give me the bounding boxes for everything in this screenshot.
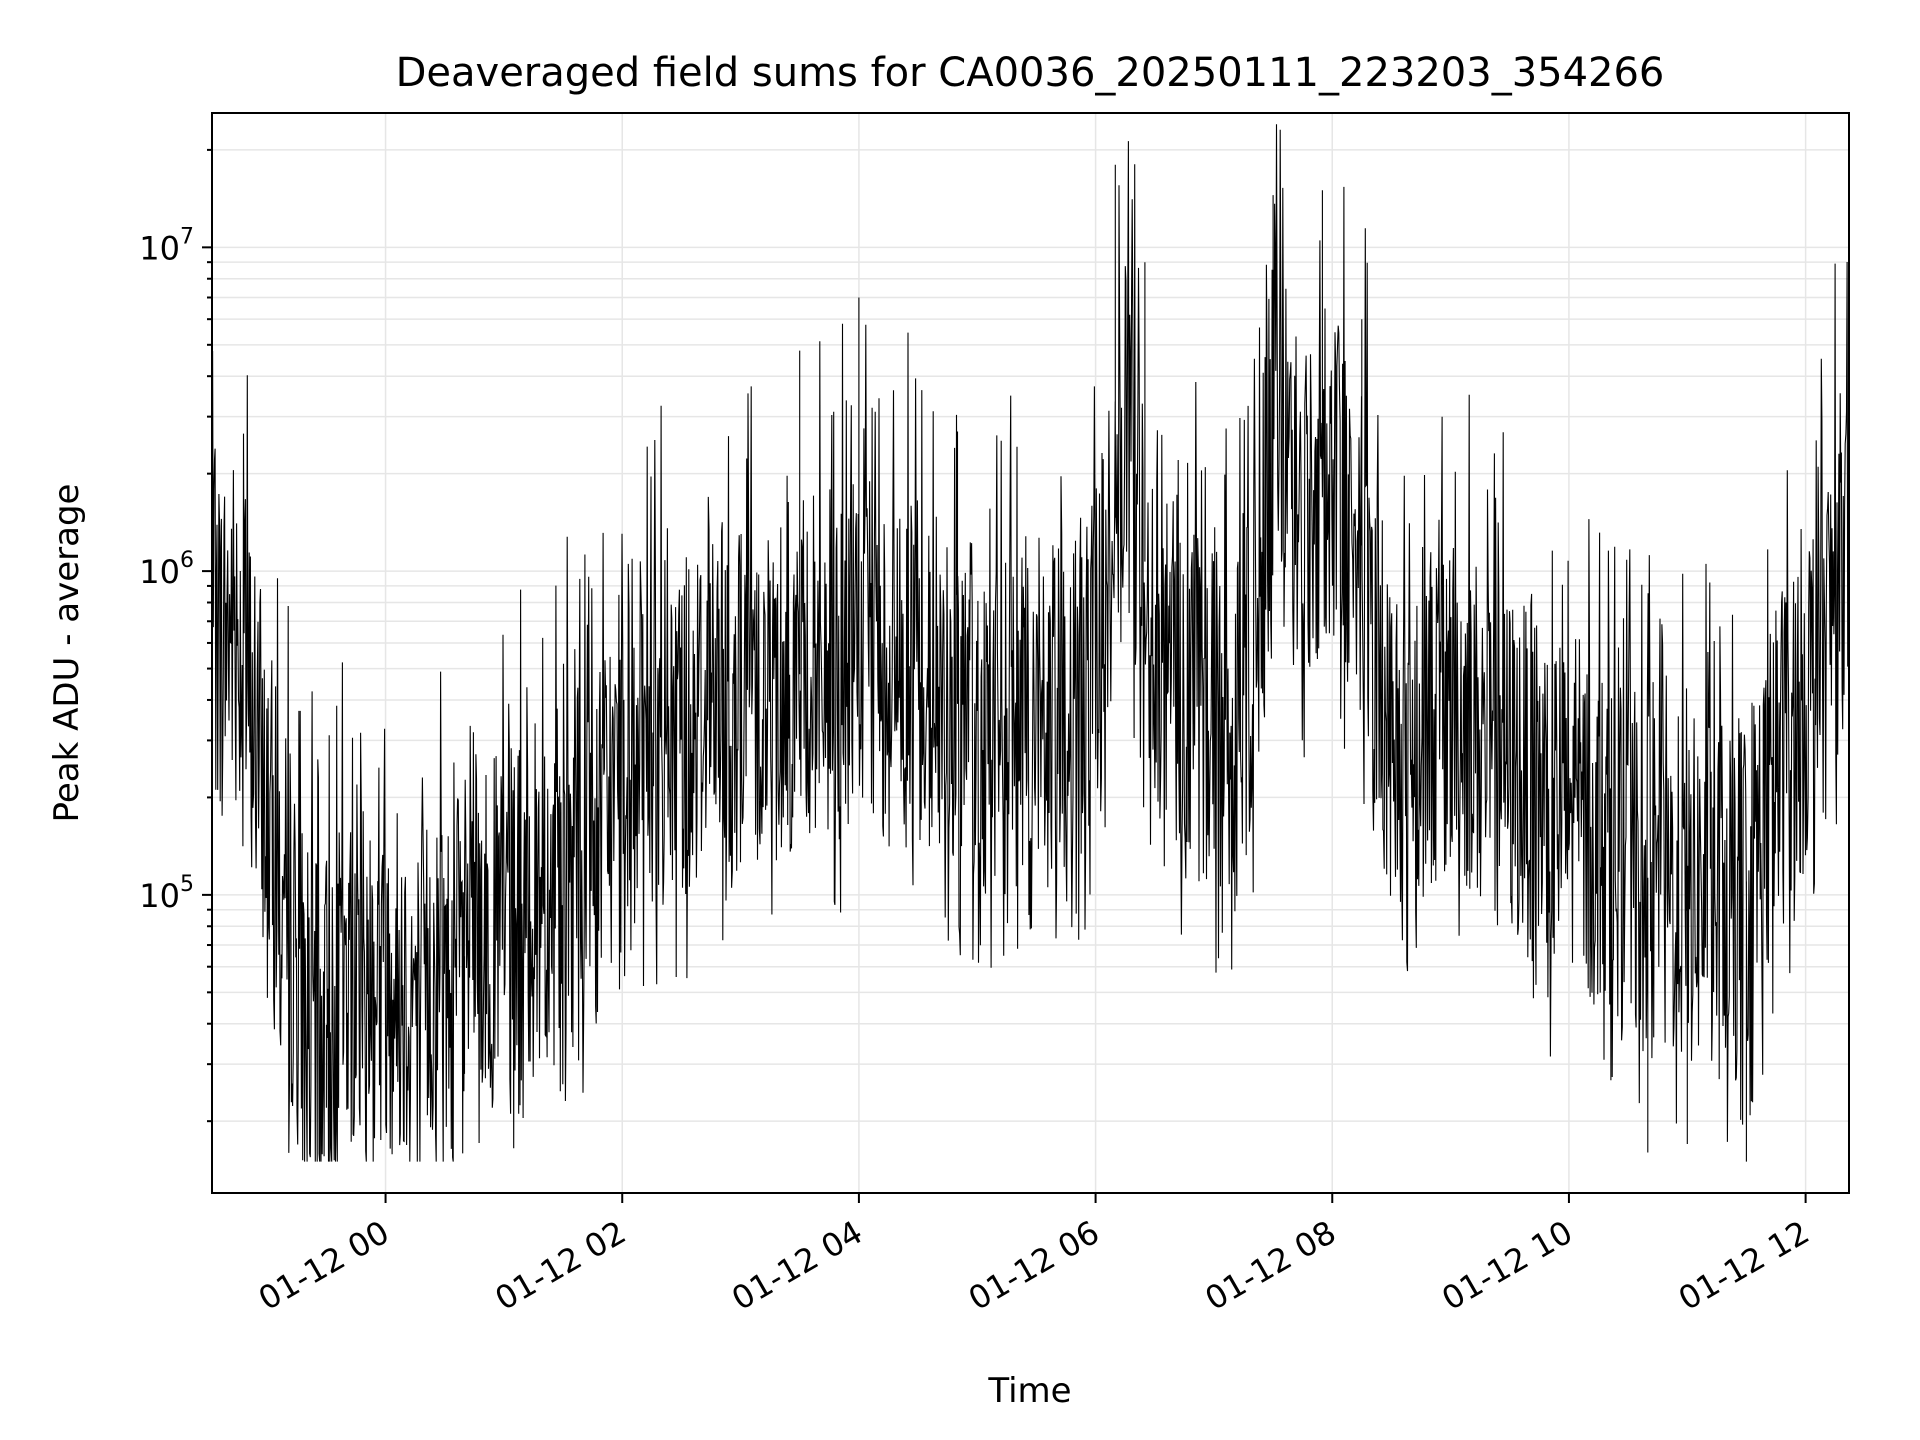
y-axis-label: Peak ADU - average <box>47 484 87 823</box>
x-tick-label: 01-12 10 <box>1435 1213 1579 1318</box>
series-layer <box>211 124 1850 1162</box>
y-tick-label: 106 <box>139 548 194 591</box>
x-axis-label: Time <box>987 1371 1071 1411</box>
series-line <box>211 124 1850 1162</box>
x-tick-label: 01-12 00 <box>252 1213 396 1318</box>
x-tick-label: 01-12 08 <box>1199 1213 1343 1318</box>
x-tick-label: 01-12 02 <box>489 1213 633 1318</box>
x-tick-label: 01-12 12 <box>1672 1213 1816 1318</box>
plot-frame <box>211 112 1850 1194</box>
x-tick-label: 01-12 06 <box>962 1213 1106 1318</box>
y-tick-label: 107 <box>139 224 194 267</box>
x-tick-label: 01-12 04 <box>725 1213 869 1318</box>
chart-title: Deaveraged field sums for CA0036_2025011… <box>396 50 1665 96</box>
y-tick-label: 105 <box>139 872 194 915</box>
